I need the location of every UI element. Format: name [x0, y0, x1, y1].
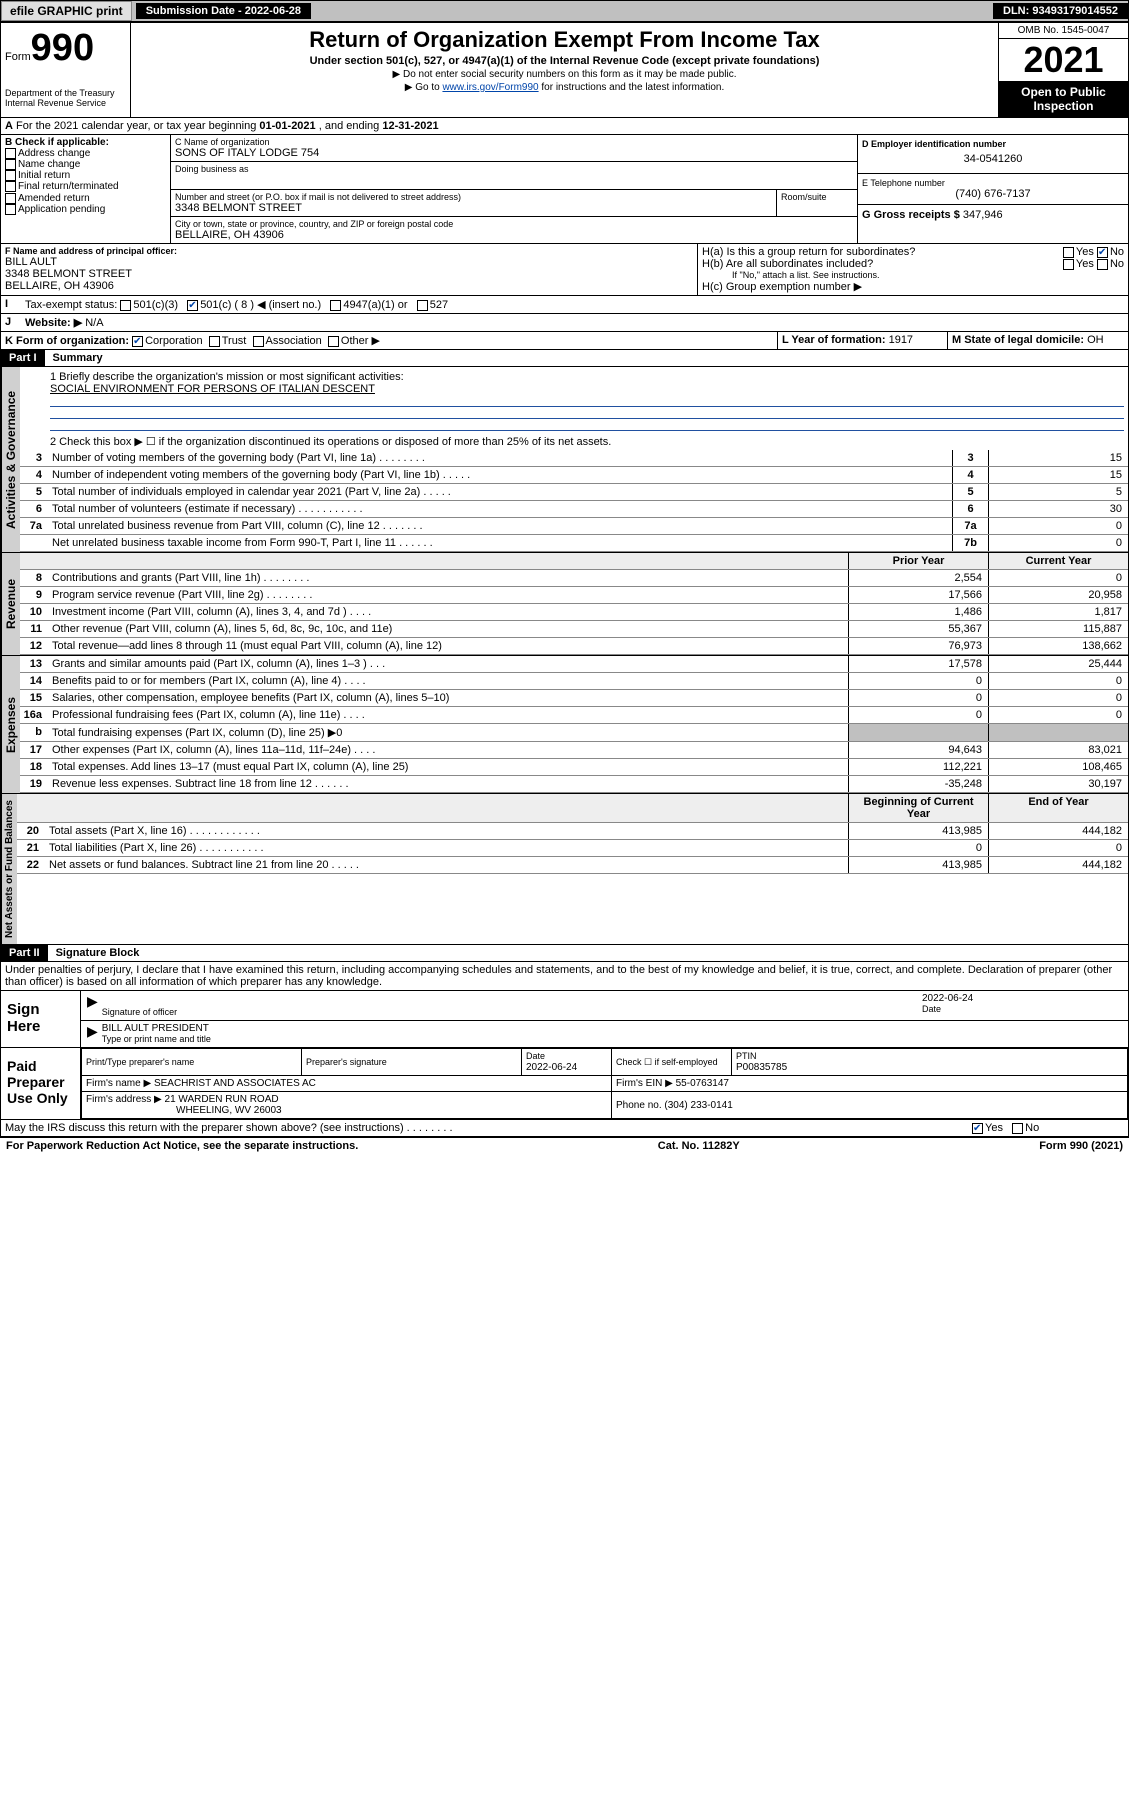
summary-line: 12Total revenue—add lines 8 through 11 (…	[20, 638, 1128, 655]
summary-line: bTotal fundraising expenses (Part IX, co…	[20, 724, 1128, 742]
efile-print-button[interactable]: efile GRAPHIC print	[1, 1, 132, 21]
netassets-block: Net Assets or Fund Balances Beginning of…	[0, 794, 1129, 945]
firm-ein: 55-0763147	[676, 1078, 729, 1089]
form-number: Form990	[5, 27, 126, 70]
firm-name: SEACHRIST AND ASSOCIATES AC	[154, 1078, 316, 1089]
website-row: J Website: ▶ N/A	[0, 314, 1129, 332]
dept-label: Department of the Treasury	[5, 88, 126, 98]
summary-line: 8Contributions and grants (Part VIII, li…	[20, 570, 1128, 587]
omb-number: OMB No. 1545-0047	[999, 23, 1128, 39]
summary-line: 11Other revenue (Part VIII, column (A), …	[20, 621, 1128, 638]
klm-row: K Form of organization: Corporation Trus…	[0, 332, 1129, 350]
summary-line: 19Revenue less expenses. Subtract line 1…	[20, 776, 1128, 793]
form-note2: ▶ Go to www.irs.gov/Form990 for instruct…	[139, 82, 990, 93]
summary-line: 21Total liabilities (Part X, line 26) . …	[17, 840, 1128, 857]
arrow-icon: ▶	[87, 1023, 98, 1045]
discuss-row: May the IRS discuss this return with the…	[0, 1120, 1129, 1137]
ein: 34-0541260	[862, 149, 1124, 169]
sign-here-block: Sign Here ▶ Signature of officer 2022-06…	[0, 991, 1129, 1048]
paid-preparer-block: Paid Preparer Use Only Print/Type prepar…	[0, 1048, 1129, 1120]
perjury-text: Under penalties of perjury, I declare th…	[0, 962, 1129, 991]
summary-line: 5Total number of individuals employed in…	[20, 484, 1128, 501]
form-subtitle: Under section 501(c), 527, or 4947(a)(1)…	[139, 55, 990, 67]
expenses-block: Expenses 13Grants and similar amounts pa…	[0, 656, 1129, 794]
tab-expenses: Expenses	[1, 656, 20, 793]
city-state-zip: BELLAIRE, OH 43906	[175, 229, 853, 241]
summary-line: 9Program service revenue (Part VIII, lin…	[20, 587, 1128, 604]
line-2: 2 Check this box ▶ ☐ if the organization…	[20, 431, 1128, 450]
summary-line: 20Total assets (Part X, line 16) . . . .…	[17, 823, 1128, 840]
officer-group-row: F Name and address of principal officer:…	[0, 244, 1129, 296]
summary-line: 6Total number of volunteers (estimate if…	[20, 501, 1128, 518]
topbar: efile GRAPHIC print Submission Date - 20…	[0, 0, 1129, 22]
summary-line: 16aProfessional fundraising fees (Part I…	[20, 707, 1128, 724]
submission-date-label: Submission Date - 2022-06-28	[136, 3, 311, 19]
ptin: P00835785	[736, 1062, 787, 1073]
tab-netassets: Net Assets or Fund Balances	[1, 794, 17, 944]
website: N/A	[85, 317, 103, 329]
telephone: (740) 676-7137	[862, 188, 1124, 200]
governance-block: Activities & Governance 1 Briefly descri…	[0, 367, 1129, 553]
tax-year: 2021	[999, 39, 1128, 81]
summary-line: 18Total expenses. Add lines 13–17 (must …	[20, 759, 1128, 776]
firm-phone: (304) 233-0141	[664, 1100, 732, 1111]
preparer-table: Print/Type preparer's name Preparer's si…	[81, 1048, 1128, 1119]
revenue-block: Revenue Prior Year Current Year 8Contrib…	[0, 553, 1129, 656]
tab-revenue: Revenue	[1, 553, 20, 655]
org-name: SONS OF ITALY LODGE 754	[175, 147, 853, 159]
summary-line: 13Grants and similar amounts paid (Part …	[20, 656, 1128, 673]
part2-header: Part II Signature Block	[0, 945, 1129, 962]
form-title: Return of Organization Exempt From Incom…	[139, 27, 990, 53]
box-deg: D Employer identification number 34-0541…	[858, 135, 1128, 243]
summary-line: 10Investment income (Part VIII, column (…	[20, 604, 1128, 621]
summary-line: Net unrelated business taxable income fr…	[20, 535, 1128, 552]
form-note1: ▶ Do not enter social security numbers o…	[139, 69, 990, 80]
summary-line: 4Number of independent voting members of…	[20, 467, 1128, 484]
box-b: B Check if applicable: Address change Na…	[1, 135, 171, 243]
summary-line: 22Net assets or fund balances. Subtract …	[17, 857, 1128, 874]
summary-line: 15Salaries, other compensation, employee…	[20, 690, 1128, 707]
officer-name: BILL AULT PRESIDENT	[102, 1023, 1122, 1034]
summary-line: 14Benefits paid to or for members (Part …	[20, 673, 1128, 690]
summary-line: 3Number of voting members of the governi…	[20, 450, 1128, 467]
dln-label: DLN: 93493179014552	[993, 3, 1128, 19]
form-header: Form990 Department of the Treasury Inter…	[0, 22, 1129, 118]
box-h: H(a) Is this a group return for subordin…	[698, 244, 1128, 295]
part1-header: Part I Summary	[0, 350, 1129, 367]
page-footer: For Paperwork Reduction Act Notice, see …	[0, 1137, 1129, 1154]
box-f: F Name and address of principal officer:…	[1, 244, 698, 295]
mission-text: SOCIAL ENVIRONMENT FOR PERSONS OF ITALIA…	[50, 383, 375, 395]
open-public-badge: Open to PublicInspection	[999, 81, 1128, 117]
entity-block: B Check if applicable: Address change Na…	[0, 135, 1129, 244]
period-row: A For the 2021 calendar year, or tax yea…	[0, 118, 1129, 135]
tab-governance: Activities & Governance	[1, 367, 20, 552]
gross-receipts: 347,946	[963, 209, 1003, 221]
street: 3348 BELMONT STREET	[175, 202, 772, 214]
irs-link[interactable]: www.irs.gov/Form990	[442, 82, 538, 93]
summary-line: 7aTotal unrelated business revenue from …	[20, 518, 1128, 535]
tax-status-row: I Tax-exempt status: 501(c)(3) 501(c) ( …	[0, 296, 1129, 314]
firm-address: 21 WARDEN RUN ROAD	[165, 1094, 279, 1105]
box-c: C Name of organization SONS OF ITALY LOD…	[171, 135, 858, 243]
arrow-icon: ▶	[87, 993, 98, 1018]
summary-line: 17Other expenses (Part IX, column (A), l…	[20, 742, 1128, 759]
irs-label: Internal Revenue Service	[5, 98, 126, 108]
